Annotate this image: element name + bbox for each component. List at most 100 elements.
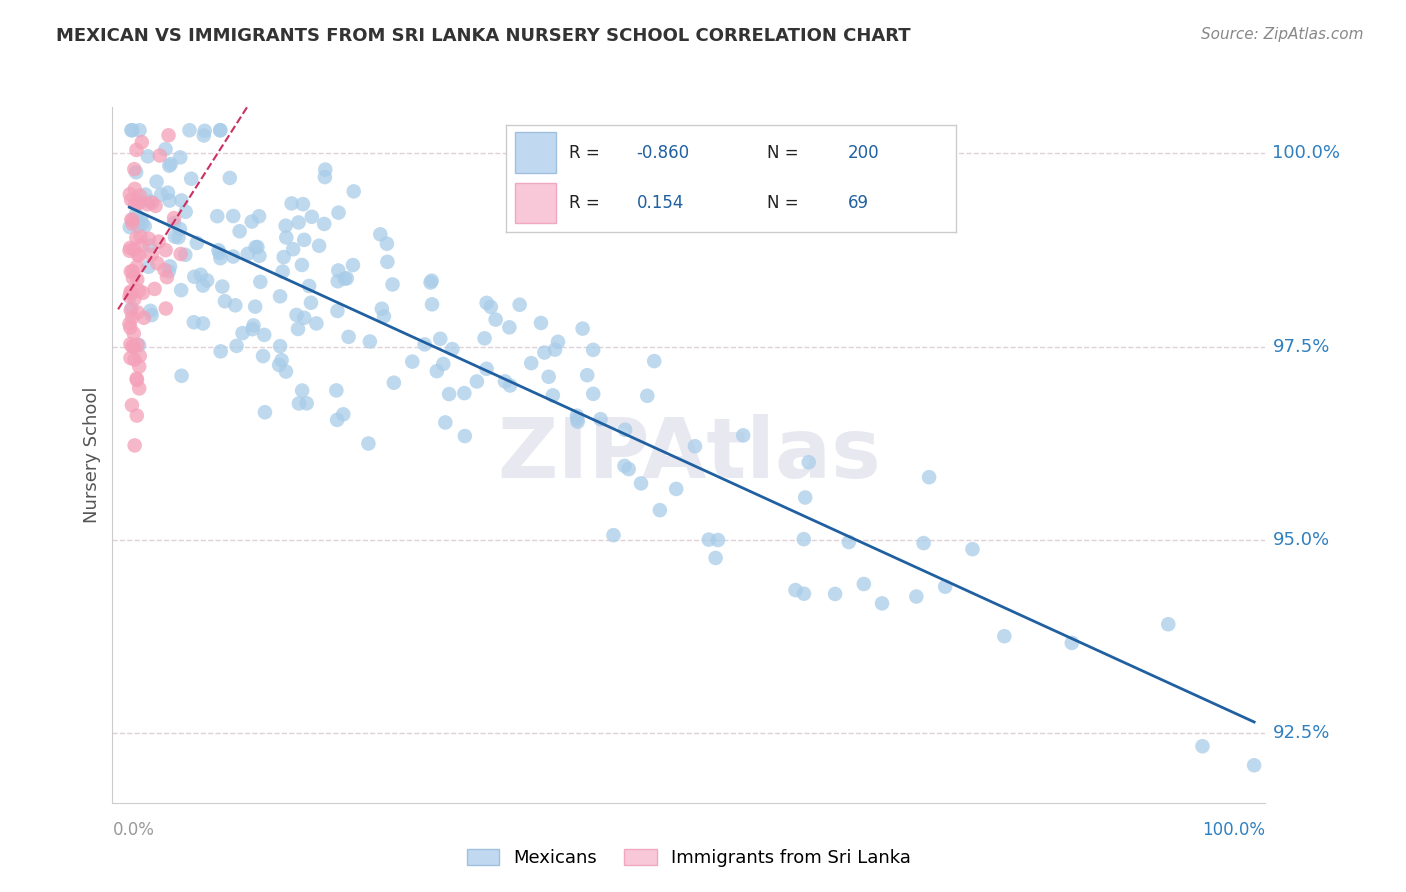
Text: 100.0%: 100.0% bbox=[1272, 145, 1340, 162]
Point bbox=[134, 219, 156, 233]
Text: R =: R = bbox=[569, 144, 600, 161]
Point bbox=[124, 352, 146, 367]
Point bbox=[163, 229, 186, 244]
Point bbox=[613, 458, 636, 473]
Point bbox=[567, 415, 589, 429]
Point bbox=[134, 187, 156, 202]
Point bbox=[617, 462, 640, 476]
Point bbox=[125, 371, 148, 385]
Point bbox=[276, 230, 298, 244]
Point bbox=[648, 503, 671, 517]
Point bbox=[377, 255, 399, 269]
Text: ZIPAtlas: ZIPAtlas bbox=[496, 415, 882, 495]
Point bbox=[314, 217, 336, 231]
Point bbox=[314, 162, 336, 177]
Point bbox=[420, 297, 443, 311]
Point bbox=[434, 416, 457, 430]
Point bbox=[269, 289, 291, 303]
Point bbox=[794, 491, 817, 505]
Point bbox=[157, 264, 180, 278]
Point bbox=[614, 423, 637, 437]
Point bbox=[159, 260, 181, 274]
Point bbox=[121, 301, 143, 315]
Point bbox=[785, 583, 807, 598]
Point bbox=[934, 580, 956, 594]
Text: 0.154: 0.154 bbox=[637, 194, 683, 212]
Point bbox=[120, 264, 142, 278]
Point bbox=[122, 242, 145, 256]
Point bbox=[733, 428, 755, 442]
Point bbox=[253, 327, 276, 342]
Point bbox=[124, 292, 146, 306]
Point bbox=[122, 271, 145, 285]
Point bbox=[121, 264, 143, 278]
Point bbox=[245, 240, 267, 254]
Text: 95.0%: 95.0% bbox=[1272, 531, 1330, 549]
Point bbox=[793, 532, 815, 546]
Point bbox=[793, 587, 815, 601]
Point bbox=[121, 213, 143, 227]
Point bbox=[141, 247, 163, 261]
Point bbox=[170, 194, 193, 208]
Point bbox=[291, 197, 314, 211]
Point bbox=[249, 275, 271, 289]
Point bbox=[249, 249, 271, 263]
Point bbox=[218, 171, 240, 186]
Point bbox=[124, 438, 146, 452]
Point bbox=[232, 326, 254, 340]
Legend: Mexicans, Immigrants from Sri Lanka: Mexicans, Immigrants from Sri Lanka bbox=[460, 841, 918, 874]
Text: 0.0%: 0.0% bbox=[112, 821, 155, 838]
Point bbox=[127, 248, 149, 262]
Point bbox=[533, 345, 555, 359]
Point bbox=[824, 587, 846, 601]
Point bbox=[314, 170, 336, 185]
Point bbox=[157, 159, 180, 173]
Point bbox=[118, 220, 141, 235]
Text: N =: N = bbox=[768, 194, 799, 212]
Point bbox=[273, 250, 295, 264]
Point bbox=[630, 476, 652, 491]
Point bbox=[124, 162, 146, 177]
Point bbox=[852, 577, 875, 591]
Point bbox=[120, 303, 142, 318]
Point bbox=[120, 285, 142, 300]
Point bbox=[132, 310, 155, 325]
Point bbox=[565, 409, 588, 423]
Point bbox=[156, 186, 179, 200]
Point bbox=[174, 204, 197, 219]
Point bbox=[582, 387, 605, 401]
Point bbox=[209, 123, 232, 137]
Point bbox=[1243, 758, 1265, 772]
Point bbox=[139, 303, 162, 318]
Point bbox=[357, 436, 380, 450]
Point bbox=[120, 212, 142, 227]
Text: 92.5%: 92.5% bbox=[1272, 724, 1330, 742]
Point bbox=[179, 123, 201, 137]
Point bbox=[125, 231, 148, 245]
Point bbox=[287, 215, 309, 229]
Point bbox=[494, 375, 516, 389]
Point bbox=[128, 248, 150, 262]
Point bbox=[136, 149, 159, 163]
Point bbox=[283, 242, 305, 256]
Point bbox=[236, 247, 259, 261]
Text: MEXICAN VS IMMIGRANTS FROM SRI LANKA NURSERY SCHOOL CORRELATION CHART: MEXICAN VS IMMIGRANTS FROM SRI LANKA NUR… bbox=[56, 27, 911, 45]
Point bbox=[665, 482, 688, 496]
Text: Source: ZipAtlas.com: Source: ZipAtlas.com bbox=[1201, 27, 1364, 42]
Point bbox=[190, 268, 212, 282]
Point bbox=[145, 199, 167, 213]
Point bbox=[636, 389, 658, 403]
Text: R =: R = bbox=[569, 194, 600, 212]
Point bbox=[121, 398, 143, 412]
Point bbox=[120, 285, 142, 299]
Point bbox=[118, 244, 141, 258]
Text: N =: N = bbox=[768, 144, 799, 161]
Point bbox=[121, 217, 143, 231]
Point bbox=[274, 219, 297, 233]
Point bbox=[420, 274, 443, 288]
Point bbox=[225, 339, 247, 353]
Point bbox=[125, 211, 148, 226]
Point bbox=[156, 270, 179, 285]
Point bbox=[214, 294, 236, 309]
Point bbox=[375, 236, 398, 251]
